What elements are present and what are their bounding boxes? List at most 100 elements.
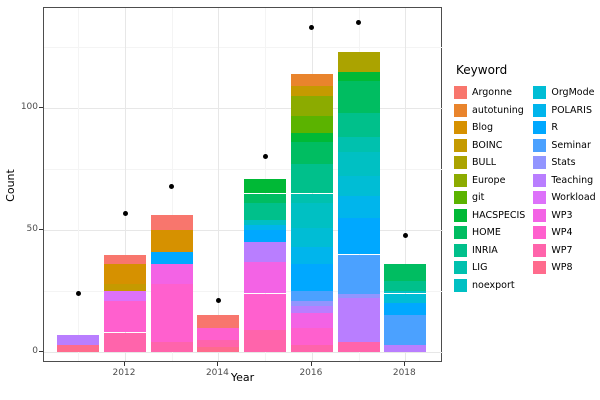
legend-item-label: Stats	[551, 157, 576, 169]
bar-segment-r	[150, 252, 193, 265]
bar-segment-teaching	[337, 298, 380, 343]
legend-item-label: BOINC	[472, 139, 503, 151]
bar-segment-wp4	[244, 293, 287, 331]
x-tick-mark	[310, 362, 312, 366]
bar-segment-orgmode	[290, 227, 333, 248]
y-tick-mark	[39, 351, 43, 352]
bar-segment-polaris	[337, 195, 380, 218]
bar-segment-wp8	[57, 344, 100, 352]
x-axis-title: Year	[230, 371, 255, 384]
legend-item-label: autotuning	[472, 104, 524, 116]
legend-item-label: Workload	[551, 192, 596, 204]
bar-segment-boinc	[104, 283, 146, 291]
bar-segment-r	[244, 230, 287, 243]
bar-segment-teaching	[57, 334, 100, 345]
legend-item-label: HACSPECIS	[472, 209, 526, 221]
legend-swatch	[454, 156, 467, 170]
bar-segment-orgmode	[384, 293, 427, 304]
bar-segment-lig	[290, 193, 333, 204]
x-tick-label: 2014	[205, 368, 229, 378]
legend-item: POLARIS	[533, 102, 595, 120]
legend-item-label: Argonne	[472, 87, 512, 99]
y-tick-mark	[39, 229, 43, 231]
legend-item: WP3	[533, 207, 595, 225]
legend-swatch	[533, 243, 547, 257]
v-gridline-minor	[78, 8, 80, 361]
legend-item: R	[533, 119, 595, 137]
bar-segment-teaching	[244, 242, 287, 262]
legend-swatch	[533, 156, 547, 170]
bar-segment-home	[337, 81, 380, 113]
bar-segment-europe	[290, 96, 333, 116]
bar-segment-polaris	[244, 225, 287, 231]
h-gridline-major	[44, 352, 443, 353]
bar-segment-inria	[384, 281, 427, 292]
legend-item: Blog	[454, 119, 525, 137]
bar-segment-stats	[290, 300, 333, 306]
data-point	[75, 291, 81, 296]
legend-item: HOME	[454, 224, 525, 242]
legend-swatch	[454, 173, 467, 187]
legend-item: Stats	[533, 154, 595, 172]
legend-swatch	[533, 261, 547, 275]
legend-swatch	[454, 261, 467, 275]
data-point	[356, 20, 362, 26]
legend-swatch	[454, 208, 467, 222]
bar-segment-argonne	[104, 254, 146, 265]
legend-title: Keyword	[456, 63, 508, 77]
legend-item-label: LIG	[472, 262, 488, 274]
bar-segment-r	[290, 264, 333, 291]
x-tick-mark	[124, 362, 125, 366]
bar-segment-wp4	[104, 300, 146, 333]
x-tick-label: 2018	[392, 368, 416, 378]
bar-segment-stats	[337, 293, 380, 299]
bar-segment-polaris	[290, 247, 333, 265]
legend-item-label: R	[551, 122, 558, 134]
legend-item: INRIA	[454, 242, 525, 260]
legend-item-label: BULL	[472, 157, 497, 169]
legend-item: autotuning	[454, 102, 525, 120]
data-point	[169, 183, 175, 189]
bar-segment-wp7	[290, 344, 333, 352]
legend-columns: Argonne autotuning Blog BOINC BULL Europe git H…	[454, 84, 598, 294]
bar-segment-r	[337, 217, 380, 255]
legend-item: Workload	[533, 189, 596, 207]
data-point	[402, 232, 408, 238]
legend-item: WP4	[533, 224, 595, 242]
h-gridline-major	[44, 108, 443, 110]
bar-segment-wp7	[150, 342, 193, 352]
legend-item: BULL	[454, 154, 525, 172]
legend-swatch	[533, 208, 547, 222]
data-point	[262, 154, 268, 160]
legend-swatch	[454, 278, 467, 292]
legend-item-label: git	[472, 192, 485, 204]
x-tick-label: 2012	[112, 368, 136, 378]
bar-segment-inria	[290, 164, 333, 194]
legend-item-label: HOME	[472, 227, 501, 239]
legend-item-label: WP4	[551, 227, 573, 239]
bar-segment-argonne	[197, 315, 240, 328]
bar-segment-lig	[337, 137, 380, 152]
bar-segment-bull	[337, 52, 380, 72]
x-tick-mark	[404, 362, 406, 366]
legend-item: Teaching	[533, 172, 595, 190]
legend-item: Argonne	[454, 84, 525, 102]
h-gridline-minor	[44, 47, 443, 49]
h-gridline-minor	[44, 169, 443, 171]
legend-swatch	[533, 138, 547, 152]
bar-segment-blog	[150, 230, 193, 252]
bar-segment-seminar	[290, 291, 333, 301]
bar-segment-seminar	[337, 254, 380, 294]
bar-segment-hacspecis	[337, 71, 380, 82]
y-tick-label: 50	[26, 224, 38, 235]
bar-segment-wp4	[290, 327, 333, 345]
legend-item-label: WP3	[551, 209, 573, 221]
bar-segment-wp4	[150, 283, 193, 343]
legend-item: Europe	[454, 172, 525, 190]
legend-item: OrgMode	[533, 84, 595, 102]
legend-item-label: OrgMode	[551, 87, 595, 99]
bar-segment-wp3	[150, 264, 193, 284]
legend-item-label: WP7	[551, 244, 573, 256]
bar-segment-inria	[337, 113, 380, 138]
legend-item-label: Blog	[472, 122, 493, 134]
